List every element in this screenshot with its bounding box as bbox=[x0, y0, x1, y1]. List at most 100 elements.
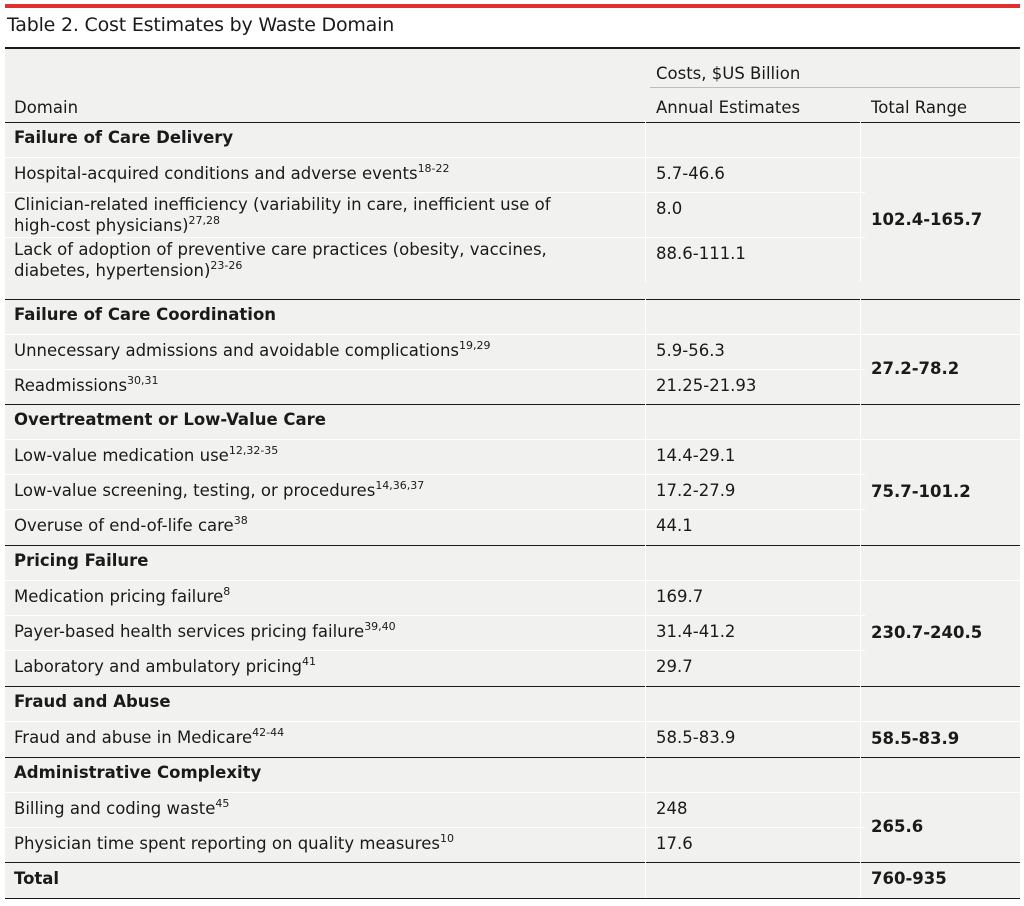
reference-superscript: 19,29 bbox=[459, 339, 491, 352]
total-label: Total bbox=[14, 869, 60, 888]
row-divider bbox=[5, 580, 1020, 581]
row-annual-estimate: 17.6 bbox=[656, 834, 693, 853]
reference-superscript: 38 bbox=[233, 514, 248, 527]
cost-estimates-table: Costs, $US Billion Domain Annual Estimat… bbox=[5, 47, 1020, 899]
section-total-range: 75.7-101.2 bbox=[871, 481, 971, 501]
row-annual-estimate: 58.5-83.9 bbox=[656, 728, 736, 747]
row-annual-estimate: 31.4-41.2 bbox=[656, 622, 736, 641]
total-value: 760-935 bbox=[871, 869, 947, 888]
column-divider bbox=[645, 404, 646, 544]
column-divider bbox=[645, 299, 646, 404]
row-label: Hospital-acquired conditions and adverse… bbox=[14, 162, 450, 183]
column-divider bbox=[645, 122, 646, 282]
column-divider bbox=[645, 757, 646, 862]
row-annual-estimate: 29.7 bbox=[656, 657, 693, 676]
row-divider bbox=[5, 474, 865, 475]
row-label: Unnecessary admissions and avoidable com… bbox=[14, 339, 491, 360]
row-annual-estimate: 88.6-111.1 bbox=[656, 244, 746, 263]
section-heading: Pricing Failure bbox=[14, 551, 149, 570]
row-label: Medication pricing failure8 bbox=[14, 585, 231, 606]
row-divider bbox=[5, 509, 865, 510]
row-divider bbox=[5, 827, 865, 828]
header-annual-estimates: Annual Estimates bbox=[656, 98, 801, 117]
section-total-range: 27.2-78.2 bbox=[871, 359, 960, 378]
reference-superscript: 42-44 bbox=[252, 726, 285, 739]
row-label: Readmissions30,31 bbox=[14, 374, 159, 395]
row-divider bbox=[5, 237, 865, 238]
reference-superscript: 10 bbox=[439, 832, 454, 845]
row-label: Clinician-related inefficiency (variabil… bbox=[14, 195, 551, 235]
row-annual-estimate: 248 bbox=[656, 799, 688, 818]
table-title: Table 2. Cost Estimates by Waste Domain bbox=[7, 14, 395, 36]
row-label: Overuse of end-of-life care38 bbox=[14, 514, 248, 535]
row-label: Physician time spent reporting on qualit… bbox=[14, 832, 454, 853]
row-annual-estimate: 14.4-29.1 bbox=[656, 446, 736, 465]
section-total-range: 58.5-83.9 bbox=[871, 728, 960, 748]
header-total-range: Total Range bbox=[871, 98, 968, 117]
row-label: Payer-based health services pricing fail… bbox=[14, 620, 396, 641]
row-divider bbox=[5, 192, 865, 193]
row-label: Billing and coding waste45 bbox=[14, 797, 230, 818]
row-divider bbox=[5, 650, 865, 651]
section-total-range: 102.4-165.7 bbox=[871, 209, 983, 229]
section-heading: Failure of Care Coordination bbox=[14, 305, 277, 324]
header-costs: Costs, $US Billion bbox=[656, 64, 801, 83]
section-heading: Fraud and Abuse bbox=[14, 692, 171, 711]
header-domain: Domain bbox=[14, 98, 79, 117]
row-divider bbox=[5, 157, 1020, 158]
reference-superscript: 30,31 bbox=[127, 374, 159, 387]
reference-superscript: 45 bbox=[215, 797, 230, 810]
row-label: Low-value screening, testing, or procedu… bbox=[14, 479, 425, 500]
section-divider bbox=[5, 299, 1020, 300]
section-total-range: 265.6 bbox=[871, 817, 924, 836]
section-divider bbox=[5, 545, 1020, 546]
total-divider bbox=[5, 862, 1020, 863]
row-annual-estimate: 17.2-27.9 bbox=[656, 481, 736, 500]
reference-superscript: 27,28 bbox=[188, 214, 221, 227]
section-divider bbox=[5, 404, 1020, 405]
reference-superscript: 18-22 bbox=[417, 162, 450, 175]
column-divider bbox=[860, 757, 861, 862]
row-annual-estimate: 44.1 bbox=[656, 516, 693, 535]
column-divider bbox=[860, 862, 861, 898]
column-divider bbox=[860, 545, 861, 685]
column-divider bbox=[860, 122, 861, 282]
column-divider bbox=[860, 404, 861, 544]
section-divider bbox=[5, 757, 1020, 758]
row-divider bbox=[5, 334, 1020, 335]
table-bottom-border bbox=[5, 898, 1020, 899]
title-rule bbox=[5, 4, 1020, 8]
header-divider bbox=[650, 87, 1020, 88]
row-annual-estimate: 5.7-46.6 bbox=[656, 164, 725, 183]
row-divider bbox=[5, 615, 865, 616]
row-divider bbox=[5, 369, 865, 370]
column-divider bbox=[860, 299, 861, 404]
row-label: Low-value medication use12,32-35 bbox=[14, 444, 279, 465]
column-divider bbox=[645, 862, 646, 898]
reference-superscript: 23-26 bbox=[210, 259, 243, 272]
row-divider bbox=[5, 439, 1020, 440]
row-annual-estimate: 5.9-56.3 bbox=[656, 341, 725, 360]
section-heading: Overtreatment or Low-Value Care bbox=[14, 410, 326, 429]
section-total-range: 230.7-240.5 bbox=[871, 622, 983, 642]
table-top-border bbox=[5, 47, 1020, 49]
column-divider bbox=[645, 545, 646, 685]
row-label: Fraud and abuse in Medicare42-44 bbox=[14, 726, 285, 747]
row-label: Laboratory and ambulatory pricing41 bbox=[14, 655, 317, 676]
row-divider bbox=[5, 792, 1020, 793]
row-divider bbox=[5, 721, 1020, 722]
column-divider bbox=[860, 686, 861, 756]
section-heading: Failure of Care Delivery bbox=[14, 128, 234, 147]
reference-superscript: 39,40 bbox=[364, 620, 396, 633]
section-divider bbox=[5, 686, 1020, 687]
row-annual-estimate: 8.0 bbox=[656, 199, 683, 218]
row-annual-estimate: 169.7 bbox=[656, 587, 704, 606]
reference-superscript: 8 bbox=[223, 585, 231, 598]
row-annual-estimate: 21.25-21.93 bbox=[656, 376, 757, 395]
column-divider bbox=[645, 686, 646, 756]
reference-superscript: 14,36,37 bbox=[375, 479, 425, 492]
reference-superscript: 41 bbox=[302, 655, 317, 668]
section-divider bbox=[5, 122, 1020, 123]
reference-superscript: 12,32-35 bbox=[228, 444, 279, 457]
row-label: Lack of adoption of preventive care prac… bbox=[14, 240, 547, 280]
